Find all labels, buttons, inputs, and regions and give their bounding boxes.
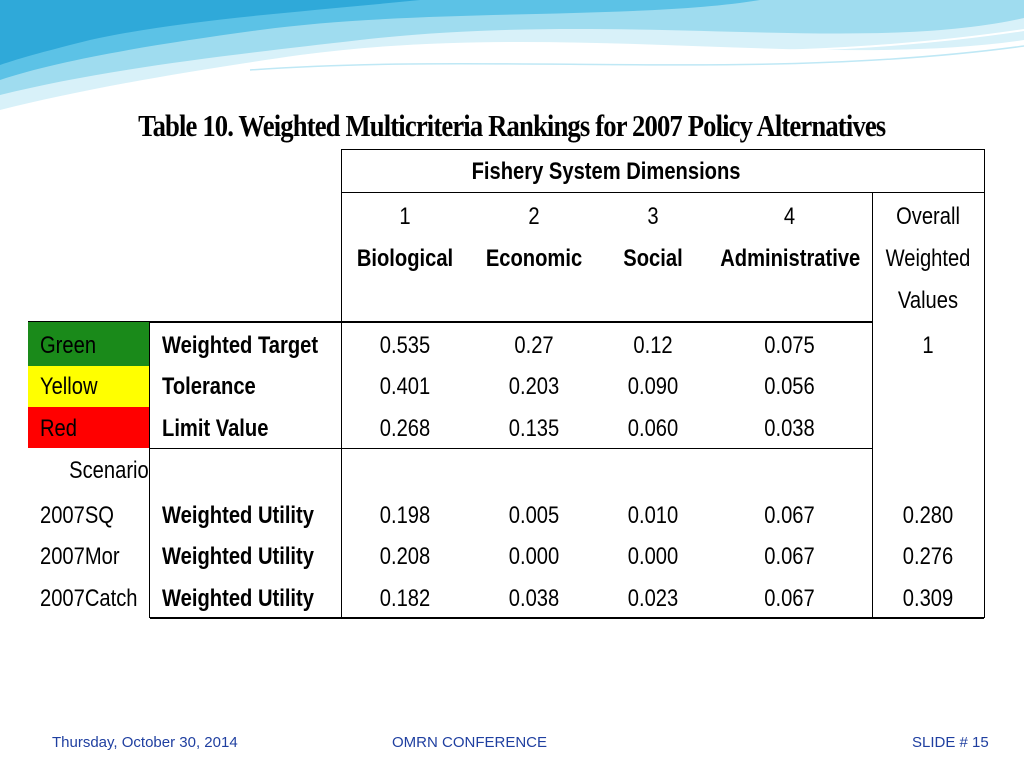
header-top-rule bbox=[341, 149, 984, 150]
dimension-2-name: Economic bbox=[485, 245, 583, 272]
scenario-label: Weighted Utility bbox=[162, 585, 314, 612]
table-cell-overall: 0.276 bbox=[902, 543, 954, 570]
table-cell: 0.203 bbox=[508, 373, 560, 400]
scenario-name-sq: 2007SQ bbox=[40, 502, 114, 529]
yellow-swatch bbox=[28, 366, 149, 407]
table-cell: 0.067 bbox=[764, 543, 815, 570]
table-cell-overall: 0.309 bbox=[902, 585, 954, 612]
scenario-label: Weighted Utility bbox=[162, 543, 314, 570]
table-bottom-rule bbox=[150, 617, 984, 619]
table-cell: 0.060 bbox=[627, 415, 679, 442]
table-cell: 0.005 bbox=[508, 502, 560, 529]
criteria-top-rule bbox=[28, 321, 873, 323]
dimension-3-name: Social bbox=[623, 245, 683, 272]
scenario-header: Scenario bbox=[69, 457, 149, 484]
table-cell: 0.067 bbox=[764, 585, 815, 612]
footer-slide-number: SLIDE # 15 bbox=[912, 734, 989, 751]
table-cell: 0.198 bbox=[379, 502, 431, 529]
table-cell: 0.056 bbox=[764, 373, 815, 400]
dimension-4-name: Administrative bbox=[720, 245, 861, 272]
table-cell: 0.535 bbox=[379, 332, 431, 359]
table-cell-overall: 0.280 bbox=[902, 502, 954, 529]
criteria-label-target: Weighted Target bbox=[162, 332, 319, 359]
table-cell: 0.268 bbox=[379, 415, 431, 442]
vline-overall-left bbox=[872, 192, 873, 618]
vline-label-left bbox=[149, 321, 150, 618]
footer-date: Thursday, October 30, 2014 bbox=[52, 734, 238, 751]
criteria-label-tolerance: Tolerance bbox=[162, 373, 256, 400]
criteria-level-red: Red bbox=[40, 415, 77, 442]
dimension-1-name: Biological bbox=[356, 245, 454, 272]
slide-title: Table 10. Weighted Multicriteria Ranking… bbox=[138, 108, 886, 143]
table-cell: 0.010 bbox=[627, 502, 679, 529]
wave-background bbox=[0, 0, 1024, 110]
dimension-3-number: 3 bbox=[647, 203, 659, 230]
table-cell: 0.090 bbox=[627, 373, 679, 400]
vline-values-left bbox=[341, 149, 342, 618]
table-cell: 0.023 bbox=[627, 585, 679, 612]
dimension-1-number: 1 bbox=[399, 203, 411, 230]
vline-right bbox=[984, 149, 985, 618]
table-cell: 0.208 bbox=[379, 543, 431, 570]
criteria-label-limit: Limit Value bbox=[162, 415, 269, 442]
overall-header-line-1: Overall bbox=[896, 203, 960, 230]
scenario-name-mor: 2007Mor bbox=[40, 543, 120, 570]
group-header-rule bbox=[341, 192, 984, 193]
group-header: Fishery System Dimensions bbox=[472, 158, 741, 185]
table-cell: 0.27 bbox=[514, 332, 554, 359]
table-cell: 0.000 bbox=[508, 543, 560, 570]
table-cell: 0.401 bbox=[379, 373, 431, 400]
overall-header-line-2: Weighted bbox=[885, 245, 971, 272]
scenario-label: Weighted Utility bbox=[162, 502, 314, 529]
table-cell: 0.067 bbox=[764, 502, 815, 529]
table-cell: 0.038 bbox=[764, 415, 815, 442]
table-cell: 0.182 bbox=[379, 585, 431, 612]
red-swatch bbox=[28, 407, 149, 448]
footer-conference: OMRN CONFERENCE bbox=[392, 734, 548, 751]
criteria-level-yellow: Yellow bbox=[40, 373, 98, 400]
table-cell: 0.135 bbox=[508, 415, 560, 442]
scenario-name-catch: 2007Catch bbox=[40, 585, 138, 612]
table-cell: 0.000 bbox=[627, 543, 679, 570]
table-cell: 0.075 bbox=[764, 332, 815, 359]
dimension-2-number: 2 bbox=[528, 203, 540, 230]
table-cell-overall: 1 bbox=[922, 332, 934, 359]
criteria-level-green: Green bbox=[40, 332, 97, 359]
table-cell: 0.038 bbox=[508, 585, 560, 612]
dimension-4-number: 4 bbox=[783, 203, 796, 230]
criteria-bottom-rule bbox=[150, 448, 873, 449]
green-swatch bbox=[28, 322, 149, 366]
overall-header-line-3: Values bbox=[897, 287, 959, 314]
table-cell: 0.12 bbox=[633, 332, 673, 359]
